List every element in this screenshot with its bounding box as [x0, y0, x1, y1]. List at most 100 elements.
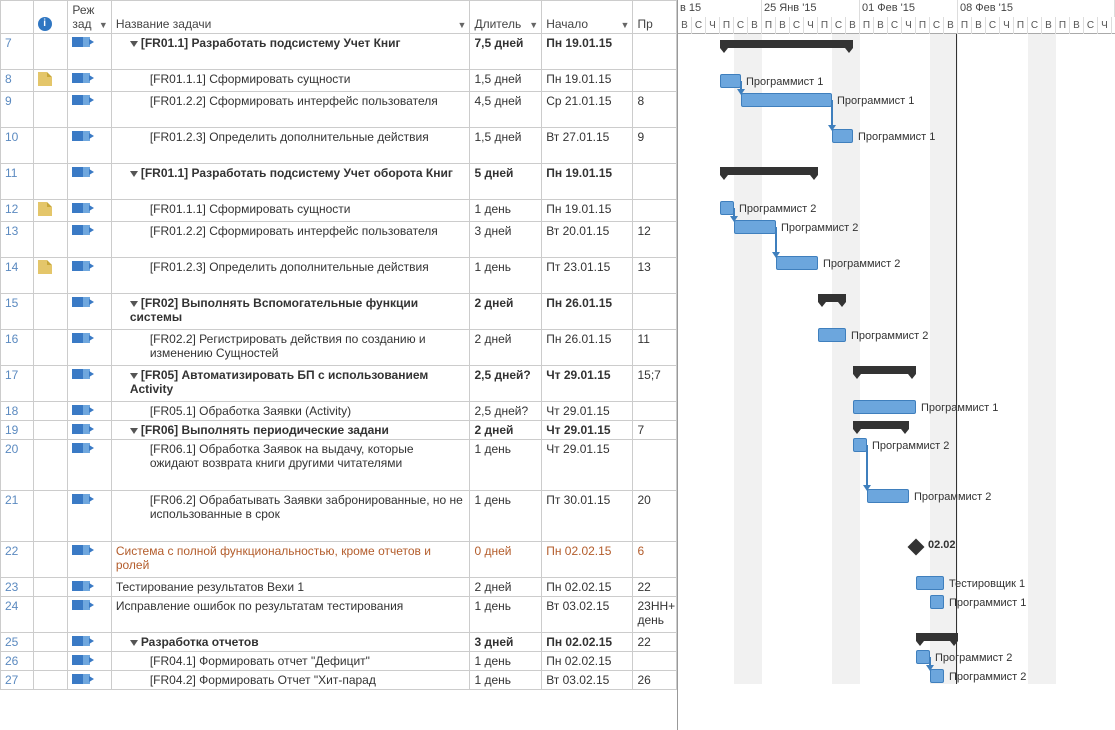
task-name-cell[interactable]: [FR01.2.3] Определить дополнительные дей… — [111, 258, 470, 294]
predecessor-cell[interactable] — [633, 200, 677, 222]
duration-cell[interactable]: 2 дней — [470, 294, 542, 330]
row-number[interactable]: 10 — [1, 128, 34, 164]
task-name-cell[interactable]: [FR01.2.2] Сформировать интерфейс пользо… — [111, 222, 470, 258]
table-row[interactable]: 22Система с полной функциональностью, кр… — [1, 542, 677, 578]
collapse-icon[interactable] — [130, 373, 138, 379]
row-number[interactable]: 25 — [1, 633, 34, 652]
table-row[interactable]: 7[FR01.1] Разработать подсистему Учет Кн… — [1, 34, 677, 70]
row-number[interactable]: 20 — [1, 440, 34, 491]
task-name-cell[interactable]: [FR01.2.3] Определить дополнительные дей… — [111, 128, 470, 164]
collapse-icon[interactable] — [130, 301, 138, 307]
row-number[interactable]: 24 — [1, 597, 34, 633]
task-bar[interactable]: Программист 2 — [867, 489, 909, 503]
predecessor-cell[interactable]: 22 — [633, 633, 677, 652]
table-row[interactable]: 27[FR04.2] Формировать Отчет "Хит-парад1… — [1, 671, 677, 690]
start-cell[interactable]: Пн 26.01.15 — [542, 294, 633, 330]
task-bar[interactable]: Программист 1 — [720, 74, 741, 88]
collapse-icon[interactable] — [130, 171, 138, 177]
table-row[interactable]: 12[FR01.1.1] Сформировать сущности1 день… — [1, 200, 677, 222]
predecessor-cell[interactable]: 12 — [633, 222, 677, 258]
task-name-cell[interactable]: Тестирование результатов Вехи 1 — [111, 578, 470, 597]
table-row[interactable]: 21 [FR06.2] Обрабатывать Заявки заброниро… — [1, 491, 677, 542]
collapse-icon[interactable] — [130, 428, 138, 434]
milestone-diamond[interactable] — [908, 539, 925, 556]
task-bar[interactable]: Программист 2 — [818, 328, 846, 342]
gantt-body[interactable]: Программист 1Программист 1Программист 1П… — [678, 34, 1115, 684]
task-name-cell[interactable]: [FR06.1] Обработка Заявок на выдачу, кот… — [111, 440, 470, 491]
start-cell[interactable]: Пн 02.02.15 — [542, 633, 633, 652]
task-name-cell[interactable]: [FR06] Выполнять периодические задани — [111, 421, 470, 440]
duration-cell[interactable]: 2,5 дней? — [470, 402, 542, 421]
row-number[interactable]: 13 — [1, 222, 34, 258]
row-number[interactable]: 23 — [1, 578, 34, 597]
task-bar[interactable]: Тестировщик 1 — [916, 576, 944, 590]
collapse-icon[interactable] — [130, 640, 138, 646]
start-cell[interactable]: Вт 03.02.15 — [542, 671, 633, 690]
col-header-name[interactable]: Название задачи ▼ — [111, 1, 470, 34]
task-name-cell[interactable]: Разработка отчетов — [111, 633, 470, 652]
start-cell[interactable]: Пт 30.01.15 — [542, 491, 633, 542]
summary-bar[interactable] — [720, 167, 818, 175]
predecessor-cell[interactable]: 11 — [633, 330, 677, 366]
row-number[interactable]: 22 — [1, 542, 34, 578]
start-cell[interactable]: Пн 02.02.15 — [542, 542, 633, 578]
start-cell[interactable]: Пн 26.01.15 — [542, 330, 633, 366]
table-row[interactable]: 17[FR05] Автоматизировать БП с использов… — [1, 366, 677, 402]
start-cell[interactable]: Пн 19.01.15 — [542, 200, 633, 222]
task-name-cell[interactable]: [FR01.1] Разработать подсистему Учет обо… — [111, 164, 470, 200]
table-row[interactable]: 19[FR06] Выполнять периодические задани2… — [1, 421, 677, 440]
row-number[interactable]: 9 — [1, 92, 34, 128]
table-row[interactable]: 15[FR02] Выполнять Вспомогательные функц… — [1, 294, 677, 330]
row-number[interactable]: 26 — [1, 652, 34, 671]
col-header-mode[interactable]: Реж зад ▼ — [68, 1, 111, 34]
predecessor-cell[interactable] — [633, 440, 677, 491]
predecessor-cell[interactable] — [633, 294, 677, 330]
table-row[interactable]: 25 Разработка отчетов3 днейПн 02.02.1522 — [1, 633, 677, 652]
task-name-cell[interactable]: Исправление ошибок по результатам тестир… — [111, 597, 470, 633]
duration-cell[interactable]: 1 день — [470, 440, 542, 491]
start-cell[interactable]: Пн 02.02.15 — [542, 652, 633, 671]
duration-cell[interactable]: 2 дней — [470, 421, 542, 440]
task-bar[interactable]: Программист 2 — [853, 438, 867, 452]
predecessor-cell[interactable]: 8 — [633, 92, 677, 128]
duration-cell[interactable]: 4,5 дней — [470, 92, 542, 128]
task-bar[interactable]: Программист 2 — [720, 201, 734, 215]
duration-cell[interactable]: 1 день — [470, 671, 542, 690]
table-row[interactable]: 18[FR05.1] Обработка Заявки (Activity)2,… — [1, 402, 677, 421]
duration-cell[interactable]: 5 дней — [470, 164, 542, 200]
task-bar[interactable]: Программист 1 — [832, 129, 853, 143]
row-number[interactable]: 8 — [1, 70, 34, 92]
predecessor-cell[interactable]: 15;7 — [633, 366, 677, 402]
start-cell[interactable]: Вт 27.01.15 — [542, 128, 633, 164]
col-header-start[interactable]: Начало ▼ — [542, 1, 633, 34]
duration-cell[interactable]: 2,5 дней? — [470, 366, 542, 402]
duration-cell[interactable]: 1,5 дней — [470, 70, 542, 92]
start-cell[interactable]: Вт 03.02.15 — [542, 597, 633, 633]
row-number[interactable]: 15 — [1, 294, 34, 330]
task-name-cell[interactable]: [FR06.2] Обрабатывать Заявки забронирова… — [111, 491, 470, 542]
start-cell[interactable]: Пт 23.01.15 — [542, 258, 633, 294]
table-row[interactable]: 11[FR01.1] Разработать подсистему Учет о… — [1, 164, 677, 200]
start-cell[interactable]: Пн 02.02.15 — [542, 578, 633, 597]
summary-bar[interactable] — [818, 294, 846, 302]
row-number[interactable]: 21 — [1, 491, 34, 542]
duration-cell[interactable]: 3 дней — [470, 222, 542, 258]
task-bar[interactable]: Программист 2 — [930, 669, 944, 683]
duration-cell[interactable]: 3 дней — [470, 633, 542, 652]
predecessor-cell[interactable]: 20 — [633, 491, 677, 542]
predecessor-cell[interactable] — [633, 34, 677, 70]
table-row[interactable]: 23 Тестирование результатов Вехи 12 днейП… — [1, 578, 677, 597]
start-cell[interactable]: Чт 29.01.15 — [542, 402, 633, 421]
start-cell[interactable]: Пн 19.01.15 — [542, 164, 633, 200]
task-name-cell[interactable]: [FR04.1] Формировать отчет "Дефицит" — [111, 652, 470, 671]
summary-bar[interactable] — [853, 421, 909, 429]
task-name-cell[interactable]: [FR01.1.1] Сформировать сущности — [111, 200, 470, 222]
col-header-info[interactable]: i — [33, 1, 68, 34]
predecessor-cell[interactable]: 7 — [633, 421, 677, 440]
start-cell[interactable]: Пн 19.01.15 — [542, 70, 633, 92]
duration-cell[interactable]: 2 дней — [470, 578, 542, 597]
duration-cell[interactable]: 2 дней — [470, 330, 542, 366]
table-row[interactable]: 8[FR01.1.1] Сформировать сущности1,5 дне… — [1, 70, 677, 92]
duration-cell[interactable]: 0 дней — [470, 542, 542, 578]
duration-cell[interactable]: 1 день — [470, 491, 542, 542]
